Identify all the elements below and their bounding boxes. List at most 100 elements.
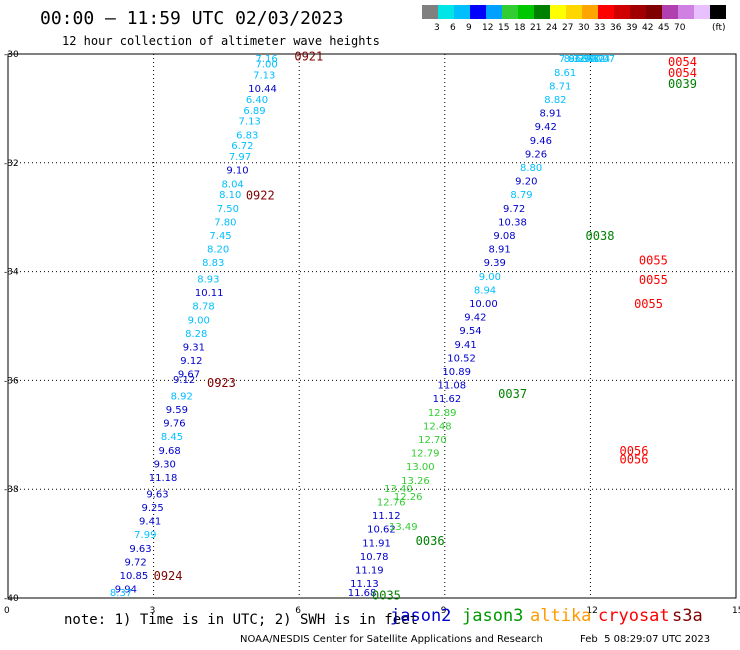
colorbar-tick-label: 45 (658, 23, 669, 33)
colorbar-tick-label: 70 (674, 23, 686, 33)
swh-data-label: 9.00 (188, 315, 210, 326)
swh-data-label: 9.30 (154, 459, 176, 470)
swh-data-label: 8.93 (197, 274, 219, 285)
colorbar-swatch (678, 5, 694, 19)
pass-number-label: 0036 (416, 534, 445, 548)
colorbar-swatch (646, 5, 662, 19)
colorbar-swatch (470, 5, 486, 19)
swh-data-label: 7.45 (209, 231, 231, 242)
colorbar-tick-label: 9 (466, 23, 472, 33)
swh-data-label: 7.52 (583, 54, 605, 65)
colorbar-tick-label: 15 (498, 23, 509, 33)
swh-data-label: 9.25 (141, 503, 163, 514)
swh-data-label: 7.50 (217, 204, 239, 215)
colorbar-tick-label: 36 (610, 23, 622, 33)
colorbar-swatch (614, 5, 630, 19)
swh-data-label: 8.78 (192, 302, 214, 313)
colorbar-tick-label: 18 (514, 23, 526, 33)
swh-data-label: 9.76 (163, 419, 185, 430)
swh-data-label: 12.48 (423, 421, 452, 432)
pass-number-label: 0055 (634, 297, 663, 311)
swh-data-label: 8.94 (474, 285, 496, 296)
swh-data-label: 9.46 (530, 136, 552, 147)
pass-number-label: 0039 (668, 77, 697, 91)
x-tick-label: 15 (732, 606, 740, 616)
swh-data-label: 8.28 (185, 329, 207, 340)
colorbar-swatch (582, 5, 598, 19)
swh-data-label: 10.38 (498, 217, 527, 228)
swh-data-label: 8.04 (222, 179, 244, 190)
swh-data-label: 7.07 (593, 54, 615, 65)
swh-data-label: 7.13 (239, 117, 261, 128)
colorbar-swatch (630, 5, 646, 19)
swh-data-label: 9.42 (464, 313, 486, 324)
swh-data-label: 10.78 (360, 552, 389, 563)
pass-number-label: 0038 (586, 229, 615, 243)
swh-data-label: 9.42 (535, 122, 557, 133)
swh-data-label: 6.89 (243, 106, 265, 117)
swh-data-label: 7.16 (256, 54, 278, 65)
colorbar-tick-label: 33 (594, 23, 605, 33)
swh-data-label: 13.00 (406, 462, 435, 473)
swh-data-label: 9.20 (515, 177, 537, 188)
swh-data-label: 8.83 (202, 258, 224, 269)
swh-data-label: 9.10 (226, 166, 248, 177)
colorbar-swatch (502, 5, 518, 19)
pass-number-label: 0037 (498, 387, 527, 401)
swh-data-label: 9.72 (503, 204, 525, 215)
swh-data-label: 7.99 (134, 530, 156, 541)
plot-frame (7, 53, 737, 599)
swh-data-label: 9.67 (178, 370, 200, 381)
pass-number-label: 0921 (294, 50, 323, 64)
swh-data-label: 11.68 (348, 588, 377, 599)
swh-data-label: 12.76 (377, 498, 406, 509)
colorbar-tick-label: 12 (482, 23, 493, 33)
swh-data-label: 8.79 (510, 190, 532, 201)
pass-number-label: 0035 (372, 588, 401, 602)
colorbar-swatch (566, 5, 582, 19)
swh-data-label: 11.13 (350, 579, 379, 590)
swh-data-label: 9.41 (455, 340, 477, 351)
x-tick-label: 0 (4, 606, 10, 616)
swh-data-label: 9.12 (173, 375, 195, 386)
swh-data-label: 11.62 (433, 394, 462, 405)
pass-number-label: 0922 (246, 188, 275, 202)
y-tick-label: -36 (4, 376, 19, 386)
legend-note: note: 1) Time is in UTC; 2) SWH is in fe… (64, 612, 419, 628)
swh-data-label: 9.31 (183, 342, 205, 353)
swh-data-label: 7.97 (229, 152, 251, 163)
pass-number-label: 0054 (668, 55, 697, 69)
pass-number-label: 0054 (668, 66, 697, 80)
y-tick-label: -38 (4, 485, 19, 495)
colorbar-swatch (710, 5, 726, 19)
swh-data-label: 8.91 (539, 109, 561, 120)
swh-data-label: 7.99 (573, 54, 595, 65)
footer-timestamp: Feb 5 08:29:07 UTC 2023 (580, 634, 711, 645)
swh-data-label: 7.96 (559, 54, 581, 65)
swh-data-label: 8.45 (161, 432, 183, 443)
swh-data-label: 11.18 (149, 473, 178, 484)
y-tick-label: -30 (4, 50, 19, 60)
y-tick-label: -32 (4, 159, 19, 169)
satellite-altika-label: altika (530, 606, 592, 626)
swh-data-label: 9.12 (180, 356, 202, 367)
swh-data-label: 7.80 (214, 217, 236, 228)
swh-data-label: 6.40 (246, 95, 268, 106)
swh-data-label: 10.85 (120, 571, 149, 582)
colorbar-tick-label: 3 (434, 23, 440, 33)
colorbar-swatch (518, 5, 534, 19)
colorbar-swatch (662, 5, 678, 19)
swh-data-label: 13.49 (389, 522, 418, 533)
swh-data-label: 12.26 (394, 492, 423, 503)
swh-data-label: 9.08 (493, 231, 515, 242)
colorbar-swatch (438, 5, 454, 19)
swh-data-label: 10.89 (442, 367, 471, 378)
swh-data-label: 12.79 (411, 449, 440, 460)
swh-data-label: 8.92 (171, 391, 193, 402)
swh-data-label: 8.82 (544, 95, 566, 106)
swh-data-label: 12.89 (428, 408, 457, 419)
swh-data-label: 10.44 (248, 84, 277, 95)
swh-data-label: 9.41 (139, 517, 161, 528)
swh-data-label: 7.74 (588, 54, 610, 65)
swh-data-label: 9.63 (146, 489, 168, 500)
